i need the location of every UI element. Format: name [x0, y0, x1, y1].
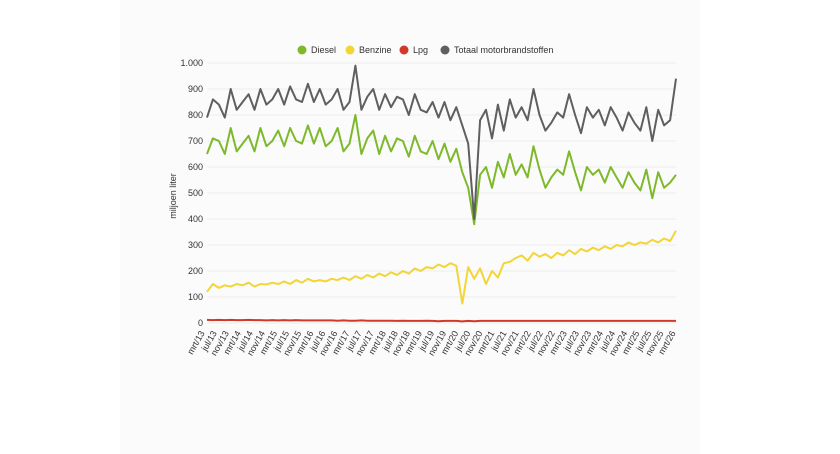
legend-marker — [440, 45, 450, 55]
x-axis: mrt/13jul/13nov/13mrt/14jul/14nov/14mrt/… — [185, 329, 677, 357]
legend-marker — [297, 45, 307, 55]
y-tick-label: 1.000 — [180, 58, 203, 68]
series-lines — [206, 64, 677, 323]
y-tick-label: 200 — [188, 266, 203, 276]
series-line-diesel — [206, 114, 677, 226]
legend-label: Diesel — [311, 45, 336, 55]
y-tick-label: 900 — [188, 84, 203, 94]
legend-label: Totaal motorbrandstoffen — [454, 45, 553, 55]
legend-marker — [345, 45, 355, 55]
y-axis-label: miljoen liter — [168, 173, 178, 219]
series-line-totaal-motorbrandstoffen — [206, 64, 677, 220]
y-tick-label: 300 — [188, 240, 203, 250]
chart-panel — [120, 0, 700, 454]
y-tick-label: 600 — [188, 162, 203, 172]
legend: Diesel Benzine Lpg Totaal motorbrandstoffen — [297, 45, 553, 55]
y-tick-label: 100 — [188, 292, 203, 302]
y-tick-label: 700 — [188, 136, 203, 146]
legend-label: Benzine — [359, 45, 392, 55]
y-tick-label: 0 — [198, 318, 203, 328]
y-axis: 0 100 200 300 400 500 600 700 800 900 1.000 — [180, 58, 203, 328]
series-line-lpg — [206, 318, 676, 323]
series-line-benzine — [206, 230, 677, 305]
y-tick-label: 400 — [188, 214, 203, 224]
y-tick-label: 800 — [188, 110, 203, 120]
y-tick-label: 500 — [188, 188, 203, 198]
legend-label: Lpg — [413, 45, 428, 55]
legend-marker — [399, 45, 409, 55]
